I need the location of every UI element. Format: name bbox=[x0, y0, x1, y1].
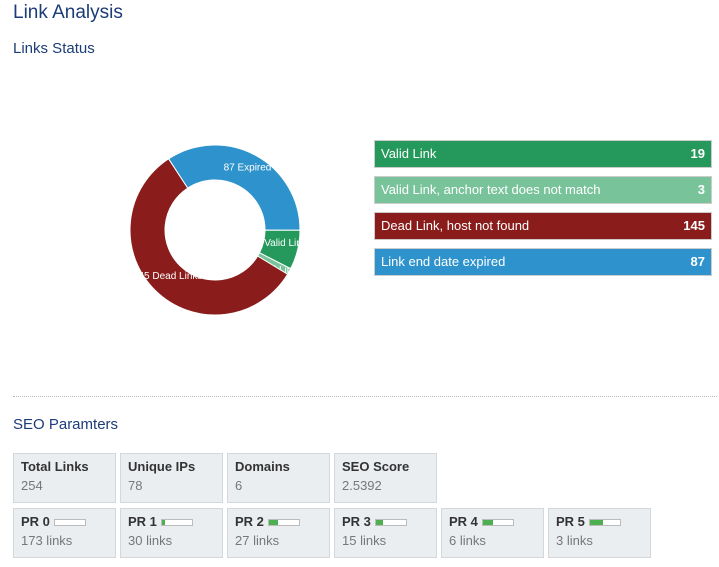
stat-label: Total Links bbox=[21, 459, 89, 474]
stat-value: 254 bbox=[21, 478, 43, 493]
pagerank-links: 173 links bbox=[21, 533, 73, 548]
stat-label: SEO Score bbox=[342, 459, 410, 474]
separator bbox=[13, 396, 717, 397]
pagerank-links: 6 links bbox=[449, 533, 486, 548]
pagerank-label: PR 1 bbox=[128, 514, 157, 529]
pagerank-header: PR 3 bbox=[342, 514, 429, 529]
pagerank-links: 15 links bbox=[342, 533, 387, 548]
pagerank-bar bbox=[268, 520, 278, 526]
pagerank-card: PR 0 173 links bbox=[13, 508, 116, 558]
pagerank-bar bbox=[482, 520, 494, 526]
pagerank-links: 27 links bbox=[235, 533, 280, 548]
pagerank-card: PR 5 3 links bbox=[548, 508, 651, 558]
pagerank-header: PR 0 bbox=[21, 514, 108, 529]
pagerank-label: PR 0 bbox=[21, 514, 50, 529]
pagerank-bar-track bbox=[53, 519, 86, 527]
pagerank-header: PR 5 bbox=[556, 514, 643, 529]
legend-value: 19 bbox=[690, 146, 705, 161]
pagerank-label: PR 5 bbox=[556, 514, 585, 529]
legend-row: Link end date expired 87 bbox=[374, 248, 712, 276]
stat-card: Unique IPs 78 bbox=[120, 453, 223, 503]
pagerank-bar-track bbox=[588, 519, 621, 527]
section-title: SEO Paramters bbox=[13, 416, 119, 433]
pagerank-card: PR 1 30 links bbox=[120, 508, 223, 558]
pagerank-label: PR 3 bbox=[342, 514, 371, 529]
slice-label: 19 Valid Links bbox=[250, 238, 312, 249]
stat-card: Total Links 254 bbox=[13, 453, 116, 503]
pagerank-bar bbox=[589, 520, 604, 526]
pagerank-header: PR 1 bbox=[128, 514, 215, 529]
pagerank-bar-track bbox=[267, 519, 300, 527]
pagerank-bar-track bbox=[374, 519, 407, 527]
legend-label: Link end date expired bbox=[381, 254, 506, 269]
pagerank-card: PR 4 6 links bbox=[441, 508, 544, 558]
pagerank-card: PR 3 15 links bbox=[334, 508, 437, 558]
pagerank-header: PR 4 bbox=[449, 514, 536, 529]
legend-label: Dead Link, host not found bbox=[381, 218, 530, 233]
legend-value: 3 bbox=[697, 182, 705, 197]
pagerank-card: PR 2 27 links bbox=[227, 508, 330, 558]
slice-label: 87 Expired bbox=[224, 162, 272, 173]
stat-card: Domains 6 bbox=[227, 453, 330, 503]
section-title: Links Status bbox=[13, 40, 95, 57]
stat-card: SEO Score 2.5392 bbox=[334, 453, 437, 503]
legend-row: Valid Link 19 bbox=[374, 140, 712, 168]
stat-value: 78 bbox=[128, 478, 143, 493]
pagerank-bar bbox=[375, 520, 384, 526]
pagerank-bar bbox=[161, 520, 165, 526]
legend-label: Valid Link bbox=[381, 146, 437, 161]
pagerank-header: PR 2 bbox=[235, 514, 322, 529]
donut-slice bbox=[129, 158, 289, 316]
stat-label: Domains bbox=[235, 459, 290, 474]
stat-value: 2.5392 bbox=[342, 478, 382, 493]
pagerank-links: 30 links bbox=[128, 533, 173, 548]
legend-value: 87 bbox=[690, 254, 705, 269]
stat-label: Unique IPs bbox=[128, 459, 196, 474]
legend-row: Dead Link, host not found 145 bbox=[374, 212, 712, 240]
slice-label: 145 Dead Links bbox=[133, 271, 203, 282]
stat-value: 6 bbox=[235, 478, 243, 493]
pagerank-bar-track bbox=[481, 519, 514, 527]
pagerank-links: 3 links bbox=[556, 533, 593, 548]
pagerank-bar-track bbox=[160, 519, 193, 527]
donut-slice bbox=[167, 144, 301, 231]
legend-row: Valid Link, anchor text does not match 3 bbox=[374, 176, 712, 204]
legend-label: Valid Link, anchor text does not match bbox=[381, 182, 601, 197]
legend-value: 145 bbox=[683, 218, 705, 233]
pagerank-label: PR 4 bbox=[449, 514, 478, 529]
page-title: Link Analysis bbox=[13, 2, 123, 23]
pagerank-label: PR 2 bbox=[235, 514, 264, 529]
